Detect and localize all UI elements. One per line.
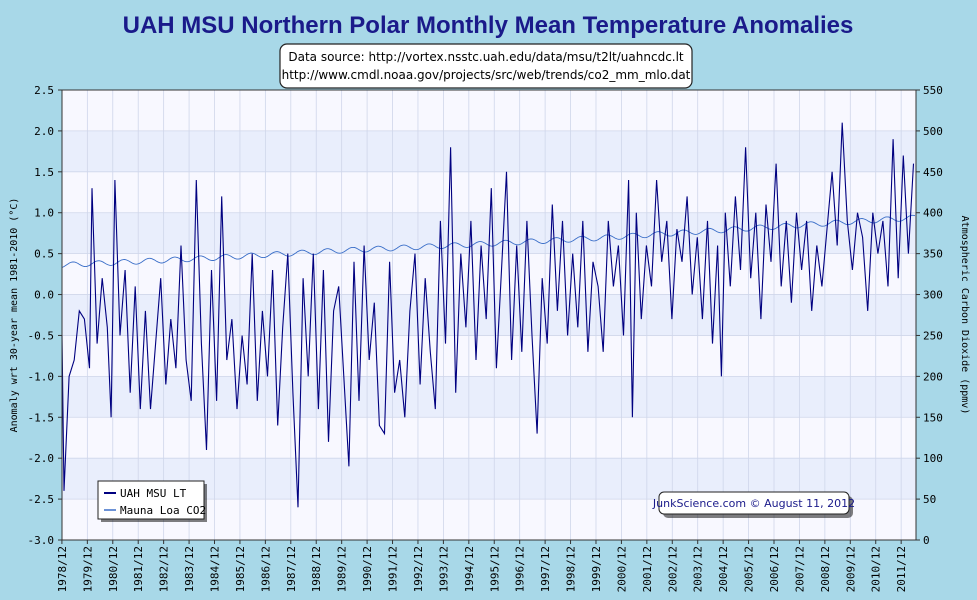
- y-tick-label: -3.0: [28, 534, 55, 547]
- source-box-frame: [279, 43, 693, 89]
- x-tick-label: 1992/12: [412, 546, 425, 592]
- x-tick-label: 1981/12: [132, 546, 145, 592]
- x-tick-label: 1991/12: [387, 546, 400, 592]
- y2-tick-label: 100: [923, 452, 943, 465]
- y2-tick-label: 50: [923, 493, 936, 506]
- y-tick-label: 2.5: [34, 84, 54, 97]
- y2-tick-label: 250: [923, 329, 943, 342]
- x-tick-label: 2008/12: [819, 546, 832, 592]
- x-tick-label: 1978/12: [56, 546, 69, 592]
- y-tick-label: 1.0: [34, 207, 54, 220]
- x-tick-label: 2002/12: [666, 546, 679, 592]
- y2-tick-label: 500: [923, 125, 943, 138]
- x-tick-label: 2007/12: [793, 546, 806, 592]
- y2-tick-label: 0: [923, 534, 930, 547]
- grid-band: [62, 130, 916, 172]
- y-axis-label: Anomaly wrt 30-year mean 1981-2010 (°C): [9, 198, 20, 433]
- grid-band: [62, 294, 916, 336]
- y-axis-ticks: 2.5 2.0 1.5 1.0 0.5 0.0 -0.5 -1.0 -1.5 -2.0 -2.5 -3…: [28, 84, 62, 547]
- x-tick-label: 1987/12: [285, 546, 298, 592]
- credit-frame: [658, 491, 850, 515]
- x-tick-label: 2011/12: [895, 546, 908, 592]
- credit-text: JunkScience.com © August 11, 2012: [652, 497, 855, 510]
- grid-band: [62, 171, 916, 213]
- x-tick-label: 1983/12: [183, 546, 196, 592]
- legend: UAH MSU LT Mauna Loa CO2: [97, 480, 207, 522]
- y2-tick-label: 300: [923, 289, 943, 302]
- x-tick-label: 1999/12: [590, 546, 603, 592]
- grid-band: [62, 417, 916, 459]
- x-tick-label: 1993/12: [437, 546, 450, 592]
- x-tick-label: 1984/12: [209, 546, 222, 592]
- x-tick-label: 2009/12: [844, 546, 857, 592]
- y2-tick-label: 150: [923, 411, 943, 424]
- legend-frame: [97, 480, 205, 520]
- y2-tick-label: 350: [923, 248, 943, 261]
- x-tick-label: 1979/12: [81, 546, 94, 592]
- y-tick-label: 0.5: [34, 248, 54, 261]
- x-tick-label: 2001/12: [641, 546, 654, 592]
- y2-tick-label: 450: [923, 166, 943, 179]
- source-line-1: Data source: http://vortex.nsstc.uah.edu…: [288, 50, 684, 64]
- x-tick-label: 1995/12: [488, 546, 501, 592]
- legend-label-uah: UAH MSU LT: [120, 487, 187, 500]
- x-tick-label: 1989/12: [336, 546, 349, 592]
- x-tick-label: 2010/12: [870, 546, 883, 592]
- source-box: Data source: http://vortex.nsstc.uah.edu…: [279, 43, 693, 89]
- y-tick-label: 0.0: [34, 289, 54, 302]
- x-tick-label: 1997/12: [539, 546, 552, 592]
- x-tick-label: 2005/12: [743, 546, 756, 592]
- x-tick-label: 1985/12: [234, 546, 247, 592]
- x-tick-label: 2000/12: [615, 546, 628, 592]
- y-tick-label: -1.0: [28, 370, 55, 383]
- y2-axis-label: Atmospheric Carbon Dioxide (ppmv): [959, 216, 970, 415]
- x-axis-ticks: 1978/12 1979/12 1980/12 1981/12 1982/12 1983/…: [56, 540, 908, 592]
- x-tick-label: 1994/12: [463, 546, 476, 592]
- grid-band: [62, 376, 916, 418]
- plot-frame: [61, 89, 917, 541]
- y2-tick-label: 550: [923, 84, 943, 97]
- y-tick-label: -2.0: [28, 452, 55, 465]
- y2-tick-label: 200: [923, 370, 943, 383]
- x-tick-label: 1998/12: [565, 546, 578, 592]
- x-tick-label: 1996/12: [514, 546, 527, 592]
- x-tick-label: 1990/12: [361, 546, 374, 592]
- chart-title: UAH MSU Northern Polar Monthly Mean Temp…: [123, 12, 854, 39]
- x-tick-label: 2003/12: [692, 546, 705, 592]
- source-line-2: http://www.cmdl.noaa.gov/projects/src/we…: [282, 68, 691, 82]
- series-line-uah: [61, 122, 915, 508]
- y2-tick-label: 400: [923, 207, 943, 220]
- grid-band: [62, 90, 916, 131]
- grid-band: [62, 335, 916, 377]
- y-tick-label: -2.5: [28, 493, 55, 506]
- y-tick-label: 2.0: [34, 125, 54, 138]
- legend-label-co2: Mauna Loa CO2: [120, 504, 206, 517]
- x-tick-label: 1988/12: [310, 546, 323, 592]
- x-tick-label: 1986/12: [259, 546, 272, 592]
- x-tick-label: 2006/12: [768, 546, 781, 592]
- x-tick-label: 1982/12: [158, 546, 171, 592]
- y-tick-label: 1.5: [34, 166, 54, 179]
- x-tick-label: 1980/12: [107, 546, 120, 592]
- plot-area: [61, 89, 917, 541]
- y-tick-label: -1.5: [28, 411, 55, 424]
- x-tick-label: 2004/12: [717, 546, 730, 592]
- y-tick-label: -0.5: [28, 329, 55, 342]
- credit-box: JunkScience.com © August 11, 2012: [652, 491, 855, 518]
